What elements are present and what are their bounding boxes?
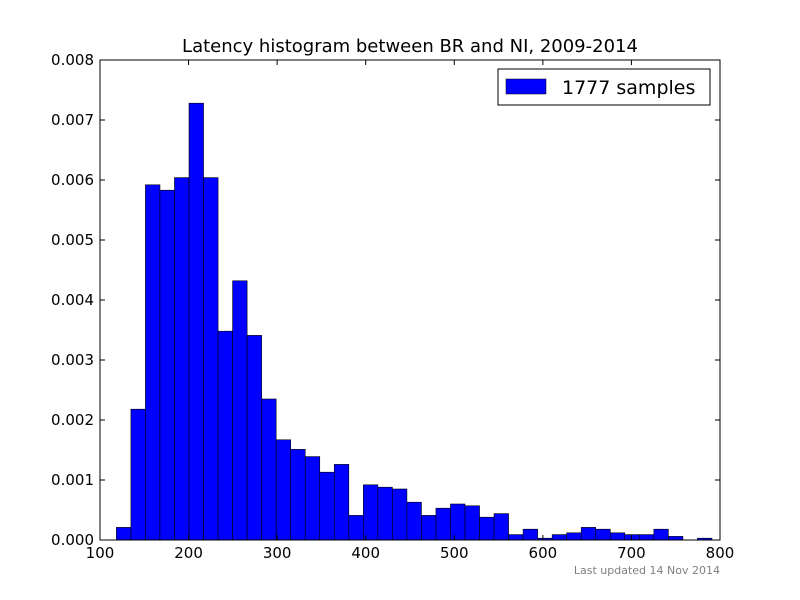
x-tick-label: 200 — [174, 544, 203, 562]
histogram-bar — [435, 507, 451, 541]
histogram-bar — [304, 456, 321, 541]
legend-label: 1777 samples — [562, 77, 695, 99]
y-tick-label: 0.008 — [51, 51, 94, 69]
x-tick-label: 700 — [617, 544, 646, 562]
histogram-bar — [421, 515, 437, 541]
histogram-bar — [159, 189, 175, 541]
histogram-bar — [493, 513, 509, 541]
histogram-bar — [653, 528, 669, 541]
legend-box — [497, 68, 711, 106]
y-tick-label: 0.001 — [51, 471, 94, 489]
y-tick-label: 0.006 — [51, 171, 94, 189]
histogram-bar — [668, 536, 684, 541]
histogram-bar — [406, 501, 422, 541]
histogram-bar — [203, 177, 219, 541]
y-tick-label: 0.002 — [51, 411, 94, 429]
histogram-bar — [508, 534, 524, 541]
histogram-bar — [363, 484, 379, 541]
histogram-bar — [609, 532, 626, 541]
histogram-bar — [319, 471, 335, 541]
histogram-bar — [174, 177, 190, 541]
histogram-bar — [246, 335, 262, 541]
histogram-bar — [145, 184, 161, 541]
y-tick-label: 0.004 — [51, 291, 94, 309]
histogram-bar — [392, 488, 408, 541]
histogram-bar — [333, 464, 350, 541]
histogram-bar — [450, 503, 466, 541]
histogram-bar — [217, 330, 233, 541]
histogram-bar — [522, 528, 538, 541]
y-tick-label: 0.000 — [51, 531, 94, 549]
x-tick-label: 100 — [86, 544, 115, 562]
histogram-bar — [566, 532, 582, 541]
last-updated-note: Last updated 14 Nov 2014 — [574, 564, 720, 577]
histogram-bar — [580, 527, 597, 541]
histogram-bar — [261, 398, 277, 541]
histogram-bar — [130, 408, 146, 541]
histogram-bar — [551, 534, 567, 541]
histogram-bar — [232, 280, 248, 541]
histogram-bar — [275, 439, 291, 541]
axis-ticks: 100 200 300 400 500 600 700 800 0.000 0.001 0.002 0… — [51, 51, 734, 562]
x-tick-label: 800 — [706, 544, 735, 562]
chart-title: Latency histogram between BR and NI, 200… — [182, 36, 638, 57]
histogram-bar — [348, 515, 364, 541]
histogram-bar — [116, 527, 132, 541]
histogram-bar — [479, 516, 495, 541]
x-tick-label: 400 — [351, 544, 380, 562]
y-tick-label: 0.003 — [51, 351, 94, 369]
x-tick-label: 500 — [440, 544, 469, 562]
histogram-bar — [624, 534, 640, 541]
histogram-bar — [464, 505, 480, 541]
histogram-bar — [290, 449, 306, 541]
y-tick-label: 0.005 — [51, 231, 94, 249]
x-tick-label: 600 — [529, 544, 558, 562]
histogram-bars — [116, 102, 713, 541]
histogram-bar — [639, 534, 655, 541]
legend: 1777 samples — [497, 68, 711, 106]
histogram-bar — [377, 486, 393, 541]
y-tick-label: 0.007 — [51, 111, 94, 129]
histogram-bar — [188, 102, 204, 541]
x-tick-label: 300 — [263, 544, 292, 562]
histogram-bar — [595, 528, 611, 541]
legend-swatch — [505, 78, 547, 95]
